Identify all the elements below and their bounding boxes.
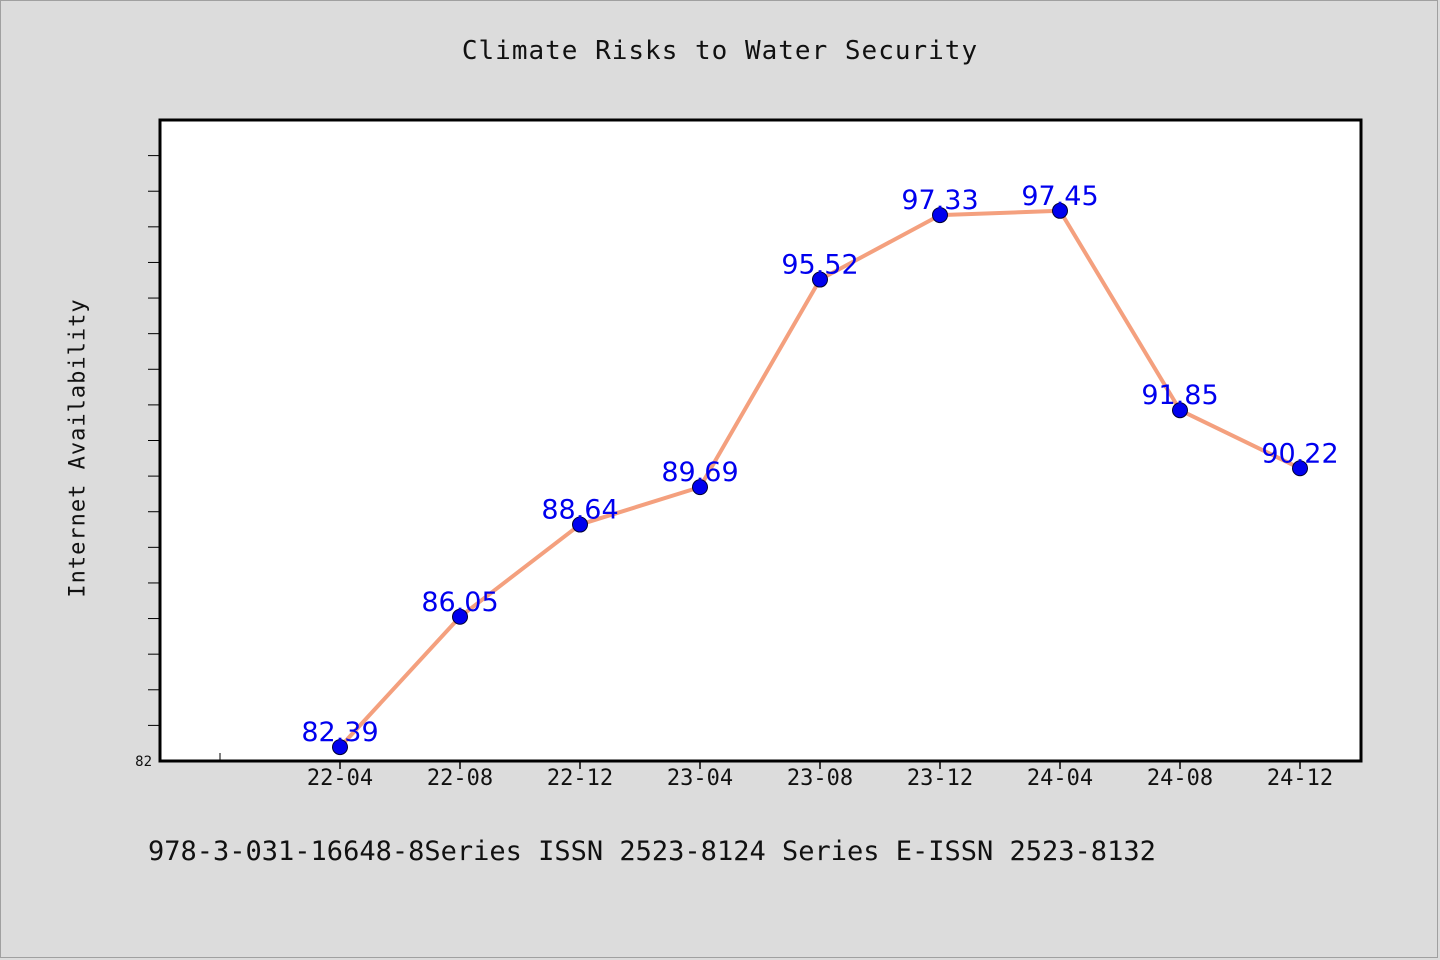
y-tick-label: 82 xyxy=(135,754,152,770)
chart-title: Climate Risks to Water Security xyxy=(461,36,979,66)
data-label: 97.33 xyxy=(901,185,978,216)
data-label: 89.69 xyxy=(661,457,738,488)
data-point xyxy=(452,608,468,625)
plot-area xyxy=(158,118,1363,763)
y-axis-ticks: 82 xyxy=(135,155,160,770)
x-tick-label: 23-08 xyxy=(787,766,853,791)
x-axis-ticks: 22-04 22-08 22-12 23-04 23-08 23-12 24-04 24-08… xyxy=(219,753,1333,791)
data-point xyxy=(1052,202,1068,219)
x-tick-label: 24-04 xyxy=(1027,766,1093,791)
data-label: 86.05 xyxy=(421,587,498,618)
x-tick-label: 23-04 xyxy=(667,766,733,791)
x-tick-label: 23-12 xyxy=(907,766,973,791)
x-tick-label: 22-12 xyxy=(547,766,613,791)
data-label: 82.39 xyxy=(301,717,378,748)
data-point xyxy=(932,207,948,224)
data-labels: 82.39 86.05 88.64 89.69 95.52 97.33 97.45 91.85… xyxy=(301,181,1338,748)
data-point xyxy=(572,516,588,533)
data-point xyxy=(692,479,708,496)
data-label: 97.45 xyxy=(1021,181,1098,212)
series-group xyxy=(332,202,1308,756)
data-label: 88.64 xyxy=(541,495,618,526)
x-tick-label: 22-08 xyxy=(427,766,493,791)
data-point xyxy=(812,271,828,288)
x-tick-label: 24-08 xyxy=(1147,766,1213,791)
x-tick-label: 24-12 xyxy=(1267,766,1333,791)
footer-text: 978-3-031-16648-8Series ISSN 2523-8124 S… xyxy=(148,836,1156,867)
data-point xyxy=(1172,402,1188,419)
x-tick-label: 22-04 xyxy=(307,766,373,791)
data-label: 91.85 xyxy=(1141,380,1218,411)
data-label: 90.22 xyxy=(1261,438,1338,469)
data-point xyxy=(332,739,348,756)
data-point xyxy=(1292,460,1308,477)
data-label: 95.52 xyxy=(781,250,858,281)
